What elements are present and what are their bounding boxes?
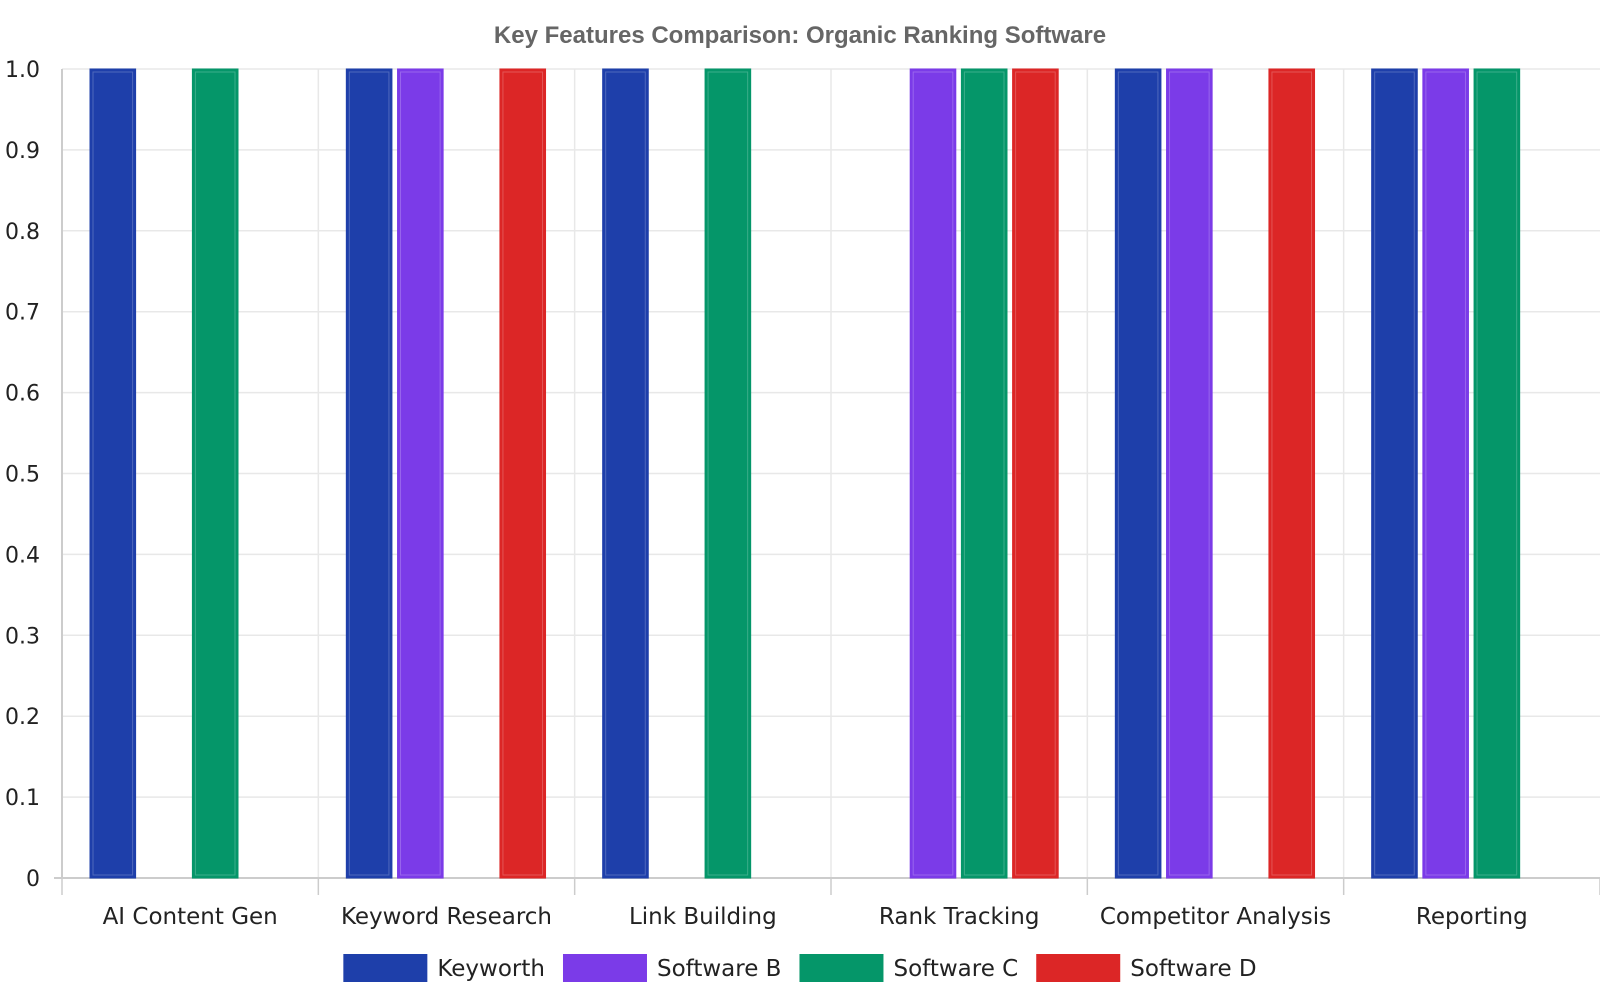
bar-inner-outline (1374, 71, 1415, 876)
y-tick-label: 0.8 (5, 220, 40, 245)
bar (191, 68, 239, 879)
y-tick-label: 0.3 (5, 624, 40, 649)
bar (345, 68, 393, 879)
x-tick-label: AI Content Gen (103, 904, 278, 930)
bar-inner-outline (605, 71, 646, 876)
x-tick-label: Competitor Analysis (1100, 904, 1331, 930)
bar-inner-outline (194, 71, 236, 876)
bar (1012, 68, 1059, 879)
axis-labels: 0 0.1 0.2 0.3 0.4 0.5 0.6 0.7 0.8 0.9 1.0 AI Conten… (5, 58, 1528, 930)
legend-label: Software C (893, 956, 1018, 982)
bar-inner-outline (348, 71, 390, 876)
legend-swatch (562, 954, 647, 982)
bar-inner-outline (912, 71, 954, 876)
bar (1371, 68, 1418, 879)
bar (602, 68, 649, 879)
y-tick-label: 0.7 (5, 301, 40, 326)
bar (1473, 68, 1521, 879)
bar-inner-outline (400, 71, 441, 876)
bar (1114, 68, 1162, 879)
bar (704, 68, 752, 879)
bar (960, 68, 1008, 879)
x-tick-label: Reporting (1416, 904, 1528, 930)
bar (909, 68, 957, 879)
bar (499, 68, 547, 879)
y-tick-label: 0.2 (5, 705, 40, 730)
legend-swatch (799, 954, 884, 982)
bar (1422, 68, 1469, 879)
bar-inner-outline (1271, 71, 1313, 876)
legend-label: Keyworth (437, 956, 545, 982)
legend: Keyworth Software B Software C Software D (343, 954, 1257, 982)
bar-inner-outline (963, 71, 1005, 876)
axes (54, 69, 1600, 895)
bars (89, 68, 1521, 879)
legend-label: Software B (657, 956, 781, 982)
y-tick-label: 0 (26, 867, 40, 892)
bar-inner-outline (707, 71, 749, 876)
x-tick-label: Keyword Research (341, 904, 552, 930)
bar-inner-outline (92, 71, 134, 876)
bar-inner-outline (1117, 71, 1159, 876)
legend-label: Software D (1130, 956, 1256, 982)
legend-swatch (343, 954, 428, 982)
legend-swatch (1036, 954, 1121, 982)
y-tick-label: 1.0 (5, 58, 40, 83)
y-tick-label: 0.4 (5, 543, 40, 568)
bar-inner-outline (1476, 71, 1518, 876)
y-tick-label: 0.9 (5, 139, 40, 164)
y-tick-label: 0.1 (5, 786, 40, 811)
bar-inner-outline (502, 71, 544, 876)
chart-title: Key Features Comparison: Organic Ranking… (494, 22, 1106, 49)
bar-inner-outline (1169, 71, 1210, 876)
x-tick-label: Rank Tracking (879, 904, 1040, 930)
bar-inner-outline (1425, 71, 1466, 876)
grid-lines (62, 68, 1600, 878)
bar (1166, 68, 1213, 879)
x-tick-label: Link Building (629, 904, 777, 930)
y-tick-label: 0.6 (5, 382, 40, 407)
bar (1268, 68, 1316, 879)
bar (397, 68, 444, 879)
bar (89, 68, 137, 879)
bar-inner-outline (1015, 71, 1056, 876)
y-tick-label: 0.5 (5, 463, 40, 488)
